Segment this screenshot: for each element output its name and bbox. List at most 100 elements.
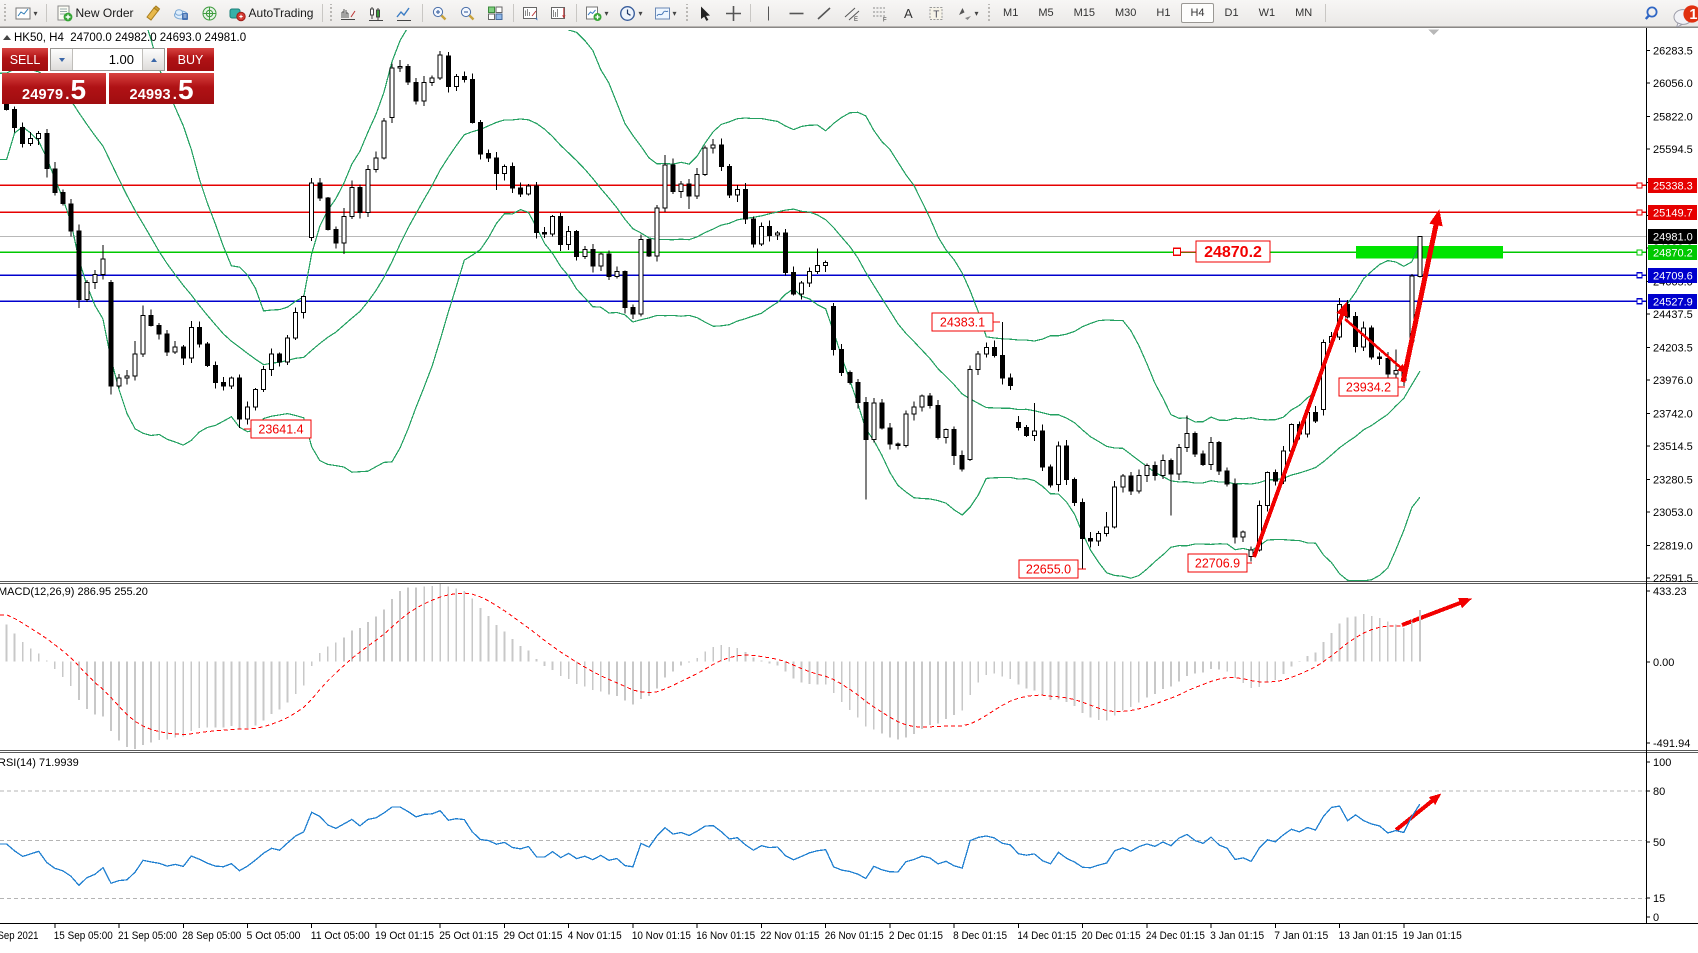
chart-canvas[interactable]: 23641.4 24383.1 22655.0 22706.9 23934.2 24870… — [0, 28, 1698, 948]
crosshair-tool-button[interactable] — [719, 2, 747, 24]
ask-price-box[interactable]: 24993 . 5 — [109, 73, 214, 104]
autotrading-button[interactable]: AutoTrading — [223, 2, 319, 24]
tile-windows-button[interactable] — [482, 2, 510, 24]
candle-body — [1193, 433, 1197, 454]
search-button-icon-shape — [1644, 5, 1663, 24]
volume-input[interactable]: 1.00 — [73, 49, 142, 70]
auto-scroll-button-icon-shape — [522, 5, 539, 22]
price-annotation-label[interactable]: 22706.9 — [1188, 554, 1252, 572]
candle-body — [53, 169, 57, 193]
periods-button[interactable]: ▾ — [614, 2, 648, 24]
equidistant-channel-tool-button[interactable]: E — [838, 2, 866, 24]
candle-body — [470, 79, 474, 122]
candle-body — [912, 407, 916, 414]
community-button[interactable] — [195, 2, 223, 24]
candle-body — [1314, 413, 1318, 422]
bid-price-box[interactable]: 24979 . 5 — [2, 73, 106, 104]
trend-arrow-3[interactable] — [1403, 209, 1443, 382]
candle-body — [1233, 484, 1237, 537]
styler-button[interactable] — [139, 2, 167, 24]
timeframe-M15-button[interactable]: M15 — [1065, 3, 1104, 23]
candle-body — [784, 233, 788, 272]
chart-shift-button[interactable] — [545, 2, 573, 24]
price-annotation-label[interactable]: 23934.2 — [1339, 378, 1405, 396]
candle-body — [1185, 433, 1189, 447]
search-button[interactable] — [1638, 2, 1666, 24]
indicators-button[interactable]: ▾ — [580, 2, 614, 24]
new-order-button-icon-shape — [56, 5, 73, 22]
periods-button-icon-shape — [619, 5, 636, 22]
price-annotation-label[interactable]: 23641.4 — [244, 420, 311, 438]
rsi-arrow[interactable] — [1396, 794, 1441, 831]
timeframe-D1-button[interactable]: D1 — [1216, 3, 1248, 23]
chart-window[interactable]: 23641.4 24383.1 22655.0 22706.9 23934.2 24870… — [0, 27, 1698, 947]
price-annotation-label[interactable]: 24383.1 — [932, 313, 1000, 331]
zoom-out-button[interactable] — [454, 2, 482, 24]
fibonacci-tool-button[interactable]: F — [866, 2, 894, 24]
trend-arrow-1[interactable] — [1254, 302, 1348, 557]
candle-body — [535, 186, 539, 233]
one-click-trading-panel-shape: SELL 1.00 BUY — [2, 48, 214, 71]
timeframe-MN-button[interactable]: MN — [1286, 3, 1321, 23]
trendline-tool-button-icon-shape — [816, 5, 833, 22]
candle-body — [1153, 465, 1157, 475]
time-axis-label: 21 Sep 05:00 — [118, 930, 177, 942]
cursor-tool-button-icon-shape-shape — [701, 6, 710, 20]
key-level-label[interactable]: 24870.2 — [1174, 241, 1271, 262]
timeframe-M1-button[interactable]: M1 — [994, 3, 1027, 23]
volume-increase-button[interactable] — [142, 49, 164, 70]
candle-body — [992, 348, 996, 356]
price-annotation-label[interactable]: 22655.0 — [1019, 560, 1086, 578]
chart-window-button[interactable]: ▾ — [9, 2, 43, 24]
trendline-tool-button[interactable] — [810, 2, 838, 24]
new-order-button[interactable]: New Order — [50, 2, 139, 24]
timeframe-H4-button[interactable]: H4 — [1181, 3, 1213, 23]
templates-button[interactable]: ▾ — [648, 2, 682, 24]
auto-scroll-button[interactable] — [517, 2, 545, 24]
zoom-in-button[interactable] — [426, 2, 454, 24]
bar-chart-button[interactable] — [335, 2, 363, 24]
timeframe-M30-button[interactable]: M30 — [1106, 3, 1145, 23]
trendline-tool-button-icon — [816, 5, 833, 22]
candle-body — [1241, 532, 1245, 537]
macd-axis-label: 0.00 — [1653, 657, 1674, 669]
candlestick-chart-button-icon-shape-shape — [377, 10, 380, 17]
buy-button[interactable]: BUY — [167, 48, 214, 71]
toolbar-separator — [576, 4, 577, 22]
panel-separators[interactable] — [0, 582, 1698, 924]
chat-button[interactable]: 1 — [1666, 2, 1694, 24]
sell-button[interactable]: SELL — [2, 48, 48, 71]
text-label-tool-button[interactable]: T — [922, 2, 950, 24]
horizontal-line-tool-button[interactable] — [782, 2, 810, 24]
timeframe-W1-button[interactable]: W1 — [1250, 3, 1285, 23]
candle-body — [494, 158, 498, 174]
candle-body — [422, 82, 426, 101]
cursor-tool-button[interactable] — [691, 2, 719, 24]
volume-decrease-button[interactable] — [51, 49, 73, 70]
chart-shift-marker[interactable] — [1428, 30, 1439, 36]
toolbar-separator — [422, 4, 423, 22]
price-axis-label: 22819.0 — [1653, 541, 1693, 553]
candle-body — [1354, 317, 1358, 347]
line-chart-button[interactable] — [391, 2, 419, 24]
timeframe-H1-button[interactable]: H1 — [1147, 3, 1179, 23]
time-axis-label: 19 Jan 01:15 — [1403, 930, 1462, 942]
autotrading-button-icon-shape — [229, 5, 246, 22]
candle-body — [727, 167, 731, 196]
cloud-button[interactable] — [167, 2, 195, 24]
candle-body — [808, 272, 812, 283]
candle-body — [117, 378, 121, 386]
collapse-arrow-icon[interactable] — [3, 35, 11, 40]
candle-body — [189, 328, 193, 359]
candlestick-chart-button[interactable] — [363, 2, 391, 24]
candle-body — [1089, 538, 1093, 541]
crosshair-tool-button-icon-shape-shape — [726, 6, 741, 21]
price-axis[interactable]: 26283.526056.025822.025594.525360.525126… — [1646, 28, 1697, 924]
text-tool-button[interactable]: A — [894, 2, 922, 24]
arrows-tool-button[interactable]: ▾ — [950, 2, 984, 24]
timeframe-M5-button[interactable]: M5 — [1029, 3, 1062, 23]
styler-button-icon — [145, 5, 162, 22]
vertical-line-tool-button[interactable] — [754, 2, 782, 24]
